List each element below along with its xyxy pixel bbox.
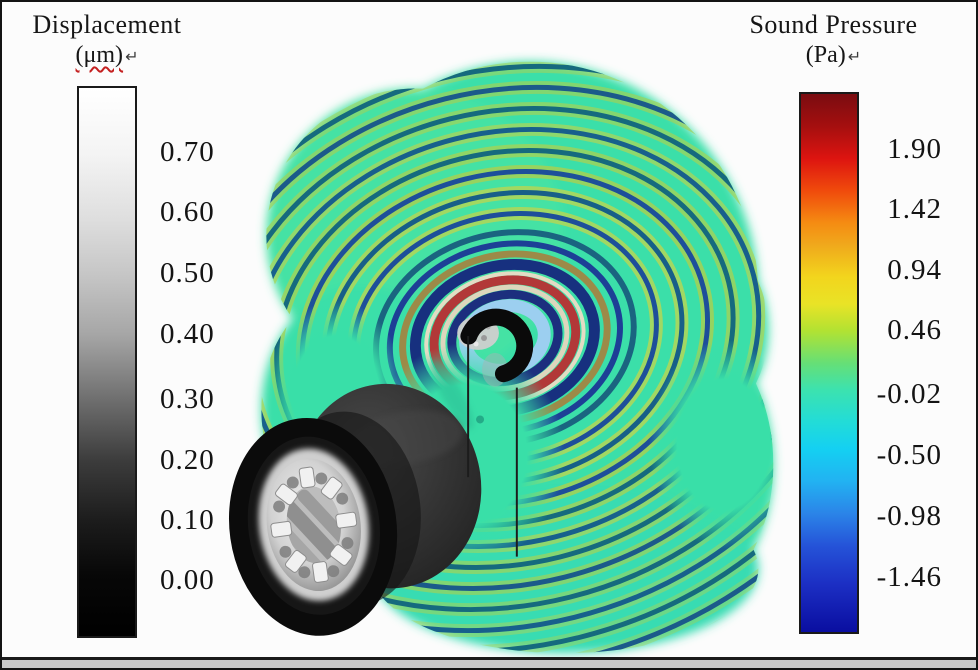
displacement-tick: 0.60 xyxy=(160,196,215,228)
pressure-title: Sound Pressure xyxy=(749,10,918,39)
displacement-tick: 0.30 xyxy=(160,383,215,415)
pressure-colorbar xyxy=(799,92,859,634)
stator-arc xyxy=(460,308,534,383)
pressure-tick: -1.46 xyxy=(876,561,942,593)
pressure-tick: 1.42 xyxy=(887,193,942,225)
displacement-unit: (μm) xyxy=(75,42,124,68)
pressure-unit: (Pa) xyxy=(805,42,846,68)
pressure-tick: 1.90 xyxy=(887,133,942,165)
field-smudge xyxy=(430,359,474,430)
return-mark-icon: ↵ xyxy=(847,47,862,66)
displacement-tick: 0.40 xyxy=(160,318,215,350)
displacement-tick: 0.10 xyxy=(160,504,215,536)
wave-source xyxy=(457,308,534,387)
displacement-title: Displacement xyxy=(32,10,182,39)
displacement-tick: 0.50 xyxy=(160,257,215,289)
return-mark-icon: ↵ xyxy=(125,47,139,66)
stator-3d-model xyxy=(228,383,482,636)
pressure-tick: -0.50 xyxy=(876,439,942,471)
displacement-colorbar xyxy=(77,86,137,638)
window-edge-strip xyxy=(2,657,976,668)
pressure-tick: 0.46 xyxy=(887,314,942,346)
displacement-tick: 0.00 xyxy=(160,564,215,596)
pressure-tick: -0.98 xyxy=(876,500,942,532)
leader-lines xyxy=(467,335,518,557)
pressure-tick: 0.94 xyxy=(887,254,942,286)
stator-poles xyxy=(270,466,358,583)
pressure-tick: -0.02 xyxy=(876,378,942,410)
pressure-unit-line: (Pa) ↵ xyxy=(726,42,941,69)
displacement-tick: 0.70 xyxy=(160,136,215,168)
displacement-unit-line: (μm) ↵ xyxy=(12,42,202,69)
displacement-tick: 0.20 xyxy=(160,444,215,476)
field-dot xyxy=(476,415,485,424)
